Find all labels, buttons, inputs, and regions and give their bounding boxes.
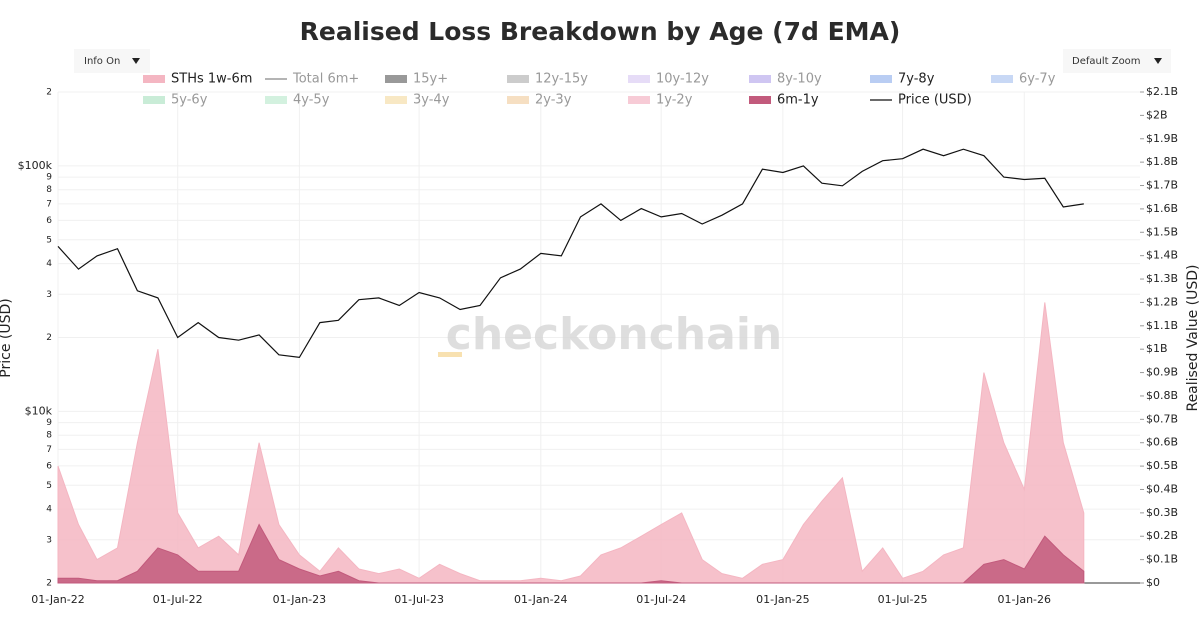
y-tick-label: 8 [46, 431, 52, 441]
line [57, 148, 1084, 359]
x-tick-label: 01-Jan-22 [31, 593, 85, 606]
y-tick-label: 6 [46, 461, 52, 471]
watermark: checkonchain [446, 309, 782, 360]
y2-tick-label: $0.9B [1146, 366, 1178, 379]
legend-label: 2y-3y [535, 93, 572, 108]
y2-tick-label: $0.3B [1146, 506, 1178, 519]
legend-label: 6m-1y [777, 93, 819, 108]
legend-swatch [628, 96, 650, 104]
y2-tick-label: $1.4B [1146, 249, 1178, 262]
y-tick-label: $10k [25, 404, 53, 417]
legend-label: 10y-12y [656, 72, 709, 87]
legend-swatch [265, 96, 287, 104]
dropdown-arrow [132, 58, 140, 64]
legend-swatch [143, 75, 165, 83]
legend-label: 5y-6y [171, 93, 208, 108]
y2-tick-label: $1.3B [1146, 272, 1178, 285]
y-tick-label: 2 [46, 88, 52, 98]
y2-tick-label: $0.6B [1146, 436, 1178, 449]
y2-tick-label: $1.9B [1146, 132, 1178, 145]
y-tick-label: 5 [46, 235, 52, 245]
legend-label: 8y-10y [777, 72, 822, 87]
legend-swatch [507, 75, 529, 83]
y2-tick-label: $0.4B [1146, 482, 1178, 495]
chart-title: Realised Loss Breakdown by Age (7d EMA) [300, 17, 901, 46]
legend-swatch [628, 75, 650, 83]
y-tick-label: 9 [46, 418, 52, 428]
legend-swatch [507, 96, 529, 104]
legend-swatch [385, 96, 407, 104]
y2-tick-label: $1B [1146, 342, 1168, 355]
y2-tick-label: $1.5B [1146, 225, 1178, 238]
y-tick-label: 7 [46, 445, 52, 455]
y-tick-label: 5 [46, 481, 52, 491]
y-tick-label: 4 [46, 259, 52, 269]
y2-tick-label: $1.7B [1146, 179, 1178, 192]
legend-label: Total 6m+ [292, 72, 359, 87]
y2-axis-title: Realised Value (USD) [1185, 264, 1199, 411]
y2-tick-label: $1.2B [1146, 295, 1178, 308]
grid [57, 91, 1140, 584]
y2-tick-label: $2B [1146, 108, 1168, 121]
y2-tick-label: $0.2B [1146, 529, 1178, 542]
legend-label: 6y-7y [1019, 72, 1056, 87]
y2-tick-label: $0.5B [1146, 459, 1178, 472]
x-tick-label: 01-Jul-22 [153, 593, 203, 606]
info-button-label[interactable]: Info On [84, 56, 120, 67]
dropdown-arrow [1154, 58, 1162, 64]
y-tick-label: 3 [46, 290, 52, 300]
legend-swatch [749, 75, 771, 83]
area [57, 523, 1085, 584]
x-tick-label: 01-Jan-26 [998, 593, 1052, 606]
y2-tick-label: $0.8B [1146, 389, 1178, 402]
legend-label: 3y-4y [413, 93, 450, 108]
legend-swatch [749, 96, 771, 104]
y2-tick-label: $0.7B [1146, 412, 1178, 425]
y-tick-label: 2 [46, 333, 52, 343]
x-tick-label: 01-Jan-24 [514, 593, 568, 606]
legend-swatch [991, 75, 1013, 83]
y-tick-label: 2 [46, 579, 52, 589]
y-tick-label: 6 [46, 216, 52, 226]
y-tick-label: $100k [18, 159, 53, 172]
x-tick-label: 01-Jan-25 [756, 593, 810, 606]
watermark-bar [438, 352, 462, 357]
y-tick-label: 9 [46, 173, 52, 183]
y-axis-title: Price (USD) [0, 298, 14, 377]
y2-tick-label: $1.8B [1146, 155, 1178, 168]
x-tick-label: 01-Jul-24 [636, 593, 686, 606]
y2-tick-label: $1.1B [1146, 319, 1178, 332]
y-tick-label: 7 [46, 199, 52, 209]
x-tick-label: 01-Jul-23 [394, 593, 444, 606]
area [57, 302, 1085, 584]
legend-swatch [143, 96, 165, 104]
legend-label: Price (USD) [898, 93, 972, 108]
y-tick-label: 4 [46, 505, 52, 515]
legend-label: 15y+ [413, 72, 448, 87]
y-tick-label: 3 [46, 535, 52, 545]
y2-tick-label: $1.6B [1146, 202, 1178, 215]
x-tick-label: 01-Jul-25 [878, 593, 928, 606]
y2-tick-label: $0 [1146, 576, 1160, 589]
zoom-button[interactable] [1063, 49, 1171, 73]
y2-tick-label: $0.1B [1146, 553, 1178, 566]
y-tick-label: 8 [46, 185, 52, 195]
zoom-button-label[interactable]: Default Zoom [1072, 56, 1141, 67]
legend-swatch [870, 75, 892, 83]
x-tick-label: 01-Jan-23 [273, 593, 327, 606]
legend-label: 12y-15y [535, 72, 588, 87]
legend-label: 7y-8y [898, 72, 935, 87]
legend-swatch [385, 75, 407, 83]
legend-label: 1y-2y [656, 93, 693, 108]
legend-label: 4y-5y [293, 93, 330, 108]
y2-tick-label: $2.1B [1146, 85, 1178, 98]
legend-label: STHs 1w-6m [171, 72, 252, 87]
